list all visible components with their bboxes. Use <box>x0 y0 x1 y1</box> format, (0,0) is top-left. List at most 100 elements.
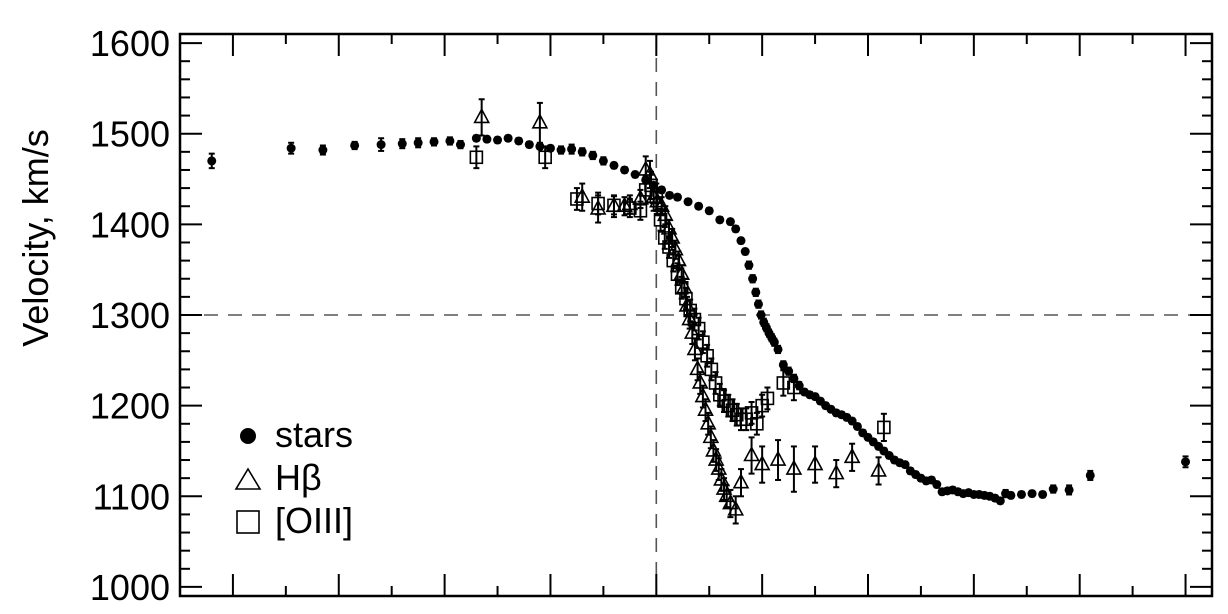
oiii-point <box>657 231 672 245</box>
stars-point <box>773 344 783 354</box>
stars-point <box>932 480 942 490</box>
oiii-point <box>653 213 668 227</box>
stars-point <box>567 144 577 154</box>
hbeta-point <box>743 445 760 462</box>
hbeta-point <box>689 359 706 376</box>
stars-point <box>397 139 407 149</box>
hbeta-point <box>785 459 803 475</box>
stars-point <box>715 215 725 225</box>
stars-point <box>514 136 524 146</box>
oiii-point <box>623 201 637 215</box>
stars-point <box>748 274 758 284</box>
hbeta-point <box>691 373 709 389</box>
stars-point <box>556 145 566 155</box>
oiii-point <box>649 190 664 204</box>
oiii-point <box>670 267 685 282</box>
stars-point <box>1085 470 1095 480</box>
stars-point <box>535 141 545 151</box>
stars-point <box>736 236 746 246</box>
hbeta-point <box>727 500 745 516</box>
oiii-point <box>633 203 648 218</box>
hbeta-point <box>732 473 750 489</box>
stars-point <box>1038 489 1048 499</box>
oiii-point <box>691 321 706 336</box>
hbeta-point <box>843 447 861 464</box>
hbeta-point <box>827 463 845 480</box>
stars-point <box>286 143 296 153</box>
stars-point <box>744 260 754 270</box>
y-tick-label: 1100 <box>93 476 170 517</box>
hbeta-point <box>694 386 712 403</box>
oiii-point <box>725 403 740 417</box>
oiii-point <box>538 150 552 165</box>
legend-oiii-marker <box>236 510 260 534</box>
stars-point <box>1181 457 1191 467</box>
oiii-point <box>717 394 731 408</box>
oiii-point <box>760 391 775 406</box>
hbeta-point <box>473 107 491 124</box>
stars-point <box>207 156 217 166</box>
hbeta-point <box>769 450 787 466</box>
stars-point <box>318 145 328 155</box>
stars-point <box>751 287 761 297</box>
oiii-point <box>704 362 719 377</box>
stars-point <box>577 147 587 157</box>
y-tick-label: 1200 <box>90 386 170 427</box>
hbeta-point <box>870 461 887 477</box>
stars-point <box>455 140 465 150</box>
y-tick-label: 1000 <box>90 567 170 608</box>
oiii-point <box>607 198 621 213</box>
stars-point <box>852 421 862 431</box>
oiii-point <box>776 376 791 390</box>
stars-point <box>376 140 386 150</box>
legend-stars-label: stars <box>275 414 353 455</box>
stars-point <box>753 299 763 309</box>
oiii-point <box>469 150 484 165</box>
stars-point <box>1048 484 1058 494</box>
stars-point <box>524 140 534 150</box>
stars-point <box>1016 489 1026 499</box>
stars-point <box>740 247 750 257</box>
oiii-point <box>721 398 736 413</box>
y-tick-label: 1500 <box>90 114 170 155</box>
stars-point <box>694 201 704 211</box>
stars-point <box>588 150 598 160</box>
y-tick-label: 1400 <box>90 204 170 245</box>
stars-point <box>704 206 714 216</box>
stars-point <box>350 140 360 150</box>
stars-point <box>900 460 910 470</box>
legend: stars Hβ [OIII] <box>234 414 353 541</box>
y-tick-label: 1300 <box>90 295 170 336</box>
hbeta-point <box>806 454 824 471</box>
oiii-point <box>877 420 891 435</box>
stars-point <box>778 360 788 370</box>
oiii-point <box>662 240 676 254</box>
stars-point <box>672 192 682 202</box>
stars-point <box>665 190 675 200</box>
hbeta-point <box>681 309 698 326</box>
hbeta-point <box>653 196 670 213</box>
oiii-point <box>787 380 801 395</box>
oiii-point <box>687 312 702 327</box>
hbeta-point <box>531 113 549 129</box>
oiii-point <box>750 416 764 431</box>
stars-point <box>1064 485 1074 495</box>
stars-point <box>1006 490 1016 500</box>
oiii-point <box>696 335 710 349</box>
stars-point <box>1027 489 1037 499</box>
legend-hbeta-marker <box>234 467 262 490</box>
stars-point <box>503 133 513 143</box>
stars-point <box>471 133 481 143</box>
legend-stars-marker <box>240 428 256 444</box>
hbeta-point <box>710 459 728 475</box>
stars-point <box>413 138 423 148</box>
stars-point <box>784 366 794 376</box>
hbeta-point <box>702 427 720 444</box>
hbeta-point <box>697 400 714 416</box>
oiii-point <box>700 348 714 363</box>
oiii-point <box>591 196 605 211</box>
stars-point <box>620 165 630 175</box>
stars-point <box>545 143 555 153</box>
legend-oiii-label: [OIII] <box>275 500 353 541</box>
